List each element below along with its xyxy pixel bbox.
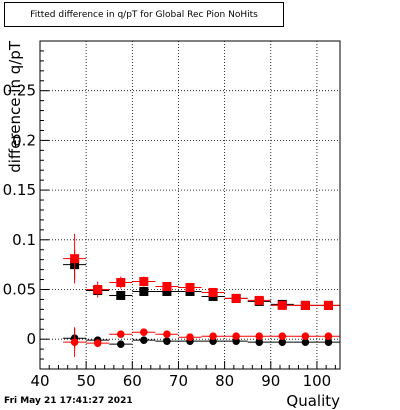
data-point-circle bbox=[278, 332, 287, 341]
chart-title: Fitted difference in q/pT for Global Rec… bbox=[4, 2, 284, 27]
data-layer bbox=[63, 233, 340, 358]
data-point-circle bbox=[255, 338, 264, 346]
tick-layer: 40 50 60 70 80 90 100 0 0.05 0.1 0.15 0.2 0.25 bbox=[3, 50, 336, 390]
date-stamp: Fri May 21 17:41:27 2021 bbox=[4, 396, 133, 406]
series-3 bbox=[63, 328, 340, 349]
y-tick-label: 0.25 bbox=[3, 82, 36, 100]
data-point-square bbox=[93, 284, 103, 294]
x-tick-label: 80 bbox=[215, 372, 234, 390]
y-tick-label: 0.05 bbox=[3, 280, 36, 298]
x-tick-label: 50 bbox=[77, 372, 96, 390]
data-point-square bbox=[139, 277, 149, 287]
y-tick-label: 0 bbox=[26, 330, 36, 348]
data-point-circle bbox=[324, 338, 333, 346]
data-point-circle bbox=[93, 339, 102, 347]
x-tick-label: 70 bbox=[169, 372, 188, 390]
data-point-square bbox=[300, 300, 310, 310]
series-1 bbox=[63, 249, 340, 310]
data-point-circle bbox=[140, 328, 148, 337]
data-point-square bbox=[277, 300, 287, 310]
y-tick-label: 0.1 bbox=[12, 231, 36, 249]
data-point-circle bbox=[70, 338, 79, 346]
x-tick-label: 90 bbox=[261, 372, 280, 390]
series-2 bbox=[63, 233, 340, 310]
data-point-circle bbox=[116, 340, 125, 348]
data-point-square bbox=[139, 286, 149, 296]
data-point-circle bbox=[324, 332, 333, 341]
data-point-circle bbox=[255, 332, 264, 341]
data-point-circle bbox=[278, 338, 287, 346]
data-point-circle bbox=[116, 330, 125, 339]
data-point-square bbox=[231, 293, 241, 303]
y-tick-label: 0.15 bbox=[3, 181, 36, 199]
data-point-circle bbox=[232, 332, 240, 341]
data-point-square bbox=[162, 282, 172, 292]
x-axis-label: Quality bbox=[286, 392, 340, 410]
data-point-circle bbox=[209, 332, 217, 341]
y-tick-label: 0.2 bbox=[12, 131, 36, 149]
x-tick-label: 100 bbox=[303, 372, 332, 390]
grid-layer bbox=[40, 41, 340, 369]
data-point-square bbox=[116, 290, 126, 300]
data-point-circle bbox=[301, 338, 310, 346]
plot-frame bbox=[39, 40, 341, 370]
data-point-square bbox=[254, 295, 264, 305]
data-point-circle bbox=[163, 330, 171, 339]
x-tick-label: 60 bbox=[123, 372, 142, 390]
data-point-square bbox=[185, 282, 195, 292]
series-4 bbox=[63, 327, 340, 358]
data-point-square bbox=[162, 286, 172, 296]
data-point-square bbox=[70, 254, 80, 264]
data-point-circle bbox=[163, 337, 171, 345]
y-axis-label: difference in q/pT bbox=[6, 40, 24, 173]
data-point-square bbox=[208, 287, 218, 297]
data-point-circle bbox=[140, 336, 148, 344]
data-point-circle bbox=[301, 332, 310, 341]
x-tick-label: 40 bbox=[30, 372, 49, 390]
data-point-circle bbox=[186, 333, 194, 341]
data-point-square bbox=[116, 278, 126, 288]
data-point-square bbox=[323, 300, 333, 310]
